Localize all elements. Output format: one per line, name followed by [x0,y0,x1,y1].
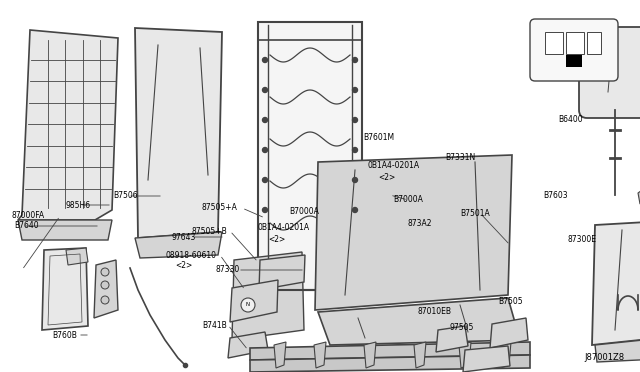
Text: B7505: B7505 [498,298,523,307]
Polygon shape [463,346,510,372]
Polygon shape [250,342,530,360]
Circle shape [262,58,268,62]
Bar [587,32,601,54]
Polygon shape [414,342,426,368]
Text: 87505+B: 87505+B [192,227,228,235]
Circle shape [262,87,268,93]
Polygon shape [66,248,88,265]
Text: N: N [246,302,250,308]
Polygon shape [135,28,222,238]
Polygon shape [18,30,118,220]
Bar [566,32,584,54]
Text: B7506: B7506 [113,192,138,201]
Text: 87010EB: 87010EB [418,308,452,317]
Text: 87505+A: 87505+A [202,203,238,212]
Polygon shape [135,232,222,258]
FancyBboxPatch shape [579,27,640,118]
Text: B760B: B760B [52,330,77,340]
Polygon shape [499,342,511,368]
Polygon shape [396,188,448,280]
Text: B7000A: B7000A [289,208,319,217]
Text: B6400: B6400 [558,115,582,125]
Circle shape [353,148,358,153]
Text: 873A2: 873A2 [407,218,431,228]
Text: B7601M: B7601M [363,132,394,141]
Text: B741B: B741B [202,321,227,330]
Polygon shape [595,336,640,362]
Text: 985H6: 985H6 [65,201,90,209]
Circle shape [353,58,358,62]
Text: <2>: <2> [268,235,285,244]
Polygon shape [228,332,268,358]
Circle shape [101,268,109,276]
Text: B7331N: B7331N [445,153,476,161]
Polygon shape [274,342,286,368]
Polygon shape [250,355,530,372]
Polygon shape [232,252,304,340]
Circle shape [262,177,268,183]
Circle shape [262,118,268,122]
Polygon shape [259,255,305,290]
Polygon shape [490,318,528,348]
Polygon shape [592,220,640,345]
Text: 87000FA: 87000FA [12,212,45,221]
Polygon shape [638,188,640,204]
Text: B7640: B7640 [14,221,38,231]
Polygon shape [314,342,326,368]
Polygon shape [258,22,362,290]
Text: B7603: B7603 [543,190,568,199]
Bar [545,32,563,54]
Text: <2>: <2> [378,173,396,183]
Text: B7000A: B7000A [393,196,423,205]
Text: 97643: 97643 [172,232,196,241]
Polygon shape [364,342,376,368]
Circle shape [353,118,358,122]
Circle shape [101,296,109,304]
Polygon shape [18,220,112,240]
Circle shape [353,87,358,93]
Circle shape [101,281,109,289]
Polygon shape [318,298,520,345]
Text: <2>: <2> [175,262,192,270]
Polygon shape [315,155,512,310]
Text: 08918-60610: 08918-60610 [165,250,216,260]
Text: J87001Z8: J87001Z8 [585,353,625,362]
Polygon shape [42,248,88,330]
Circle shape [241,298,255,312]
Text: 0B1A4-0201A: 0B1A4-0201A [257,224,309,232]
Polygon shape [230,280,278,322]
Text: B7501A: B7501A [460,208,490,218]
Polygon shape [459,342,471,368]
Text: 0B1A4-0201A: 0B1A4-0201A [368,161,420,170]
Circle shape [353,177,358,183]
Bar [566,55,582,67]
Text: 87330: 87330 [215,266,239,275]
FancyBboxPatch shape [530,19,618,81]
Text: 97505: 97505 [450,323,474,331]
Circle shape [353,208,358,212]
Polygon shape [94,260,118,318]
Polygon shape [436,326,468,352]
Circle shape [262,208,268,212]
Circle shape [262,148,268,153]
Text: 87300E: 87300E [568,234,597,244]
